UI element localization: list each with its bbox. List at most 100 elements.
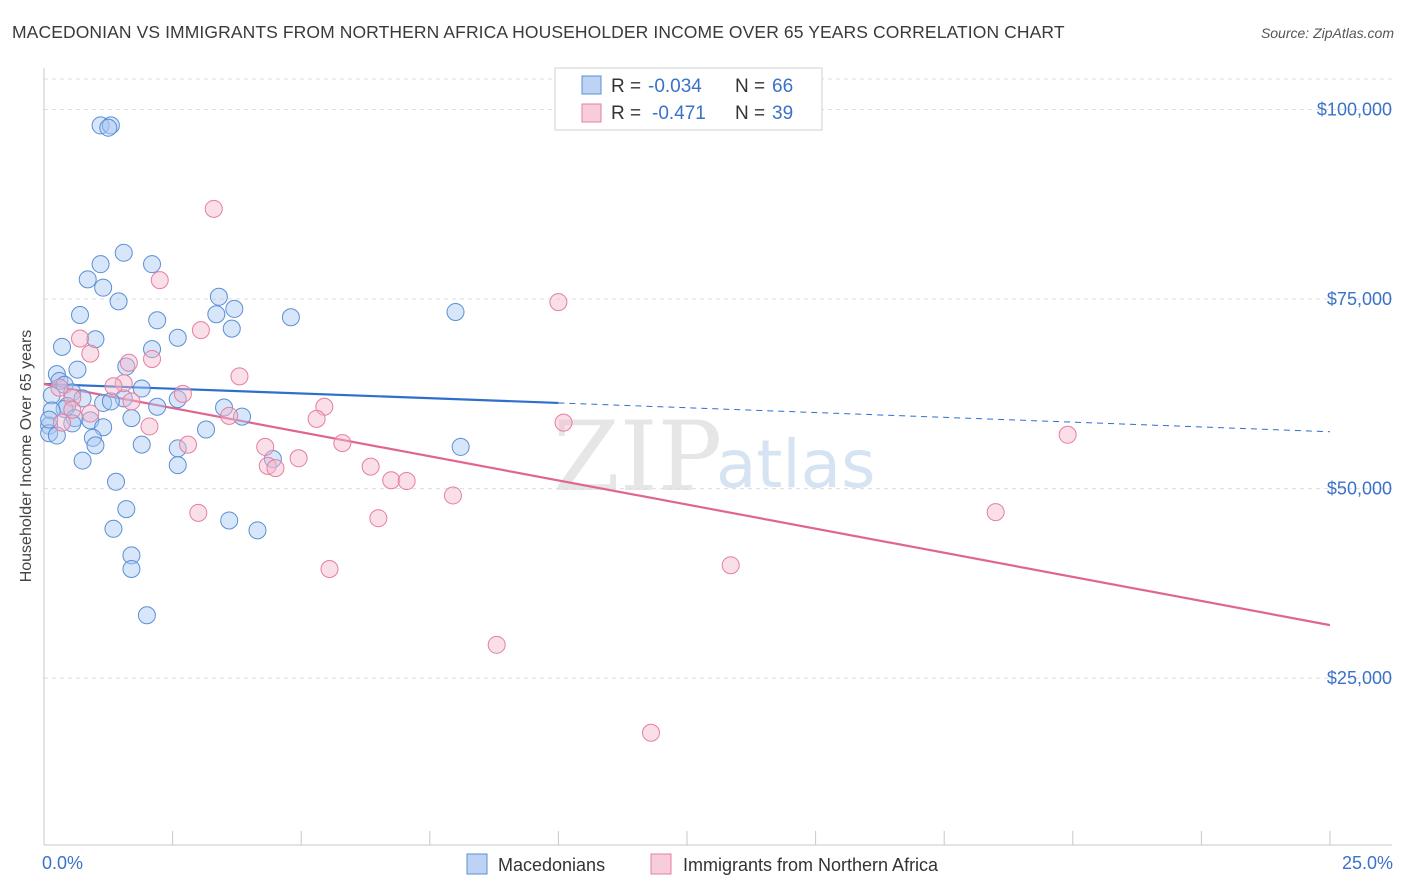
macedonians-point [148, 397, 167, 416]
immigrants-point [382, 471, 401, 490]
immigrants-point [189, 503, 208, 522]
macedonians-point [137, 606, 156, 625]
immigrants-point [53, 413, 72, 432]
legend-n-label-pink: N = [735, 103, 765, 124]
immigrants-point [721, 556, 740, 575]
immigrants-point [81, 344, 100, 363]
immigrants-point [191, 321, 210, 340]
macedonians-point [197, 420, 216, 439]
macedonians-point [248, 521, 267, 540]
macedonians-point [53, 337, 72, 356]
macedonians-point [220, 511, 239, 530]
immigrants-point [641, 723, 660, 742]
macedonians-point [281, 308, 300, 327]
bottom-legend-macedonians: Macedonians [498, 855, 605, 875]
macedonians-point [71, 305, 90, 324]
macedonians-point [209, 287, 228, 306]
macedonians-point [101, 116, 120, 135]
immigrants-point [104, 377, 123, 396]
macedonians-point [94, 278, 113, 297]
immigrants-point [307, 409, 326, 428]
macedonians-point [63, 414, 82, 433]
macedonians-point [143, 340, 162, 359]
immigrants-point [487, 635, 506, 654]
immigrants-point [320, 559, 339, 578]
immigrants-point [549, 293, 568, 312]
bottom-legend-immigrants: Immigrants from Northern Africa [683, 855, 939, 875]
immigrants-point [71, 329, 90, 348]
y-tick-label: $75,000 [1327, 289, 1392, 309]
macedonians-point [104, 519, 123, 538]
immigrants-point [114, 374, 133, 393]
immigrants-point [150, 271, 169, 290]
bottom-legend-swatch-macedonians [466, 853, 488, 875]
axes [43, 68, 1392, 846]
macedonians-point [109, 292, 128, 311]
tick-labels: $25,000 $50,000 $75,000 $100,000 0.0% 25.0% [42, 99, 1393, 873]
immigrants-point [1058, 425, 1077, 444]
macedonians-point [99, 118, 118, 137]
immigrants-point [369, 509, 388, 528]
macedonians-point [94, 393, 113, 412]
y-tick-label: $100,000 [1317, 99, 1392, 119]
immigrants-point [119, 353, 138, 372]
macedonians-point [168, 390, 187, 409]
macedonians-point [122, 546, 141, 565]
y-tick-label: $50,000 [1327, 479, 1392, 499]
macedonians-point [233, 407, 252, 426]
immigrants-point [179, 435, 198, 454]
immigrants-point [63, 400, 82, 419]
immigrants-points [50, 199, 1077, 742]
legend-r-label-pink: R = [611, 103, 641, 124]
macedonians-point [86, 330, 105, 349]
legend-n-label-blue: N = [735, 76, 765, 97]
legend-r-value-blue: -0.034 [648, 76, 702, 97]
immigrants-point [81, 404, 100, 423]
x-tick-label: 0.0% [42, 853, 83, 873]
macedonians-point [143, 255, 162, 274]
macedonians-point [68, 360, 87, 379]
macedonians-point [91, 255, 110, 274]
stats-legend: R = -0.034 N = 66 R = -0.471 N = 39 [554, 67, 823, 131]
macedonians-point [132, 435, 151, 454]
macedonians-point [42, 386, 61, 405]
bottom-legend-swatch-immigrants [650, 853, 672, 875]
macedonians-point [168, 456, 187, 475]
immigrants-point [220, 406, 239, 425]
watermark-atlas: atlas [716, 426, 876, 503]
x-tick-label: 25.0% [1342, 853, 1393, 873]
macedonians-point [86, 436, 105, 455]
immigrants-point [173, 384, 192, 403]
macedonians-point [446, 302, 465, 321]
immigrants-trend-line [43, 382, 1331, 627]
macedonians-point [222, 319, 241, 338]
macedonians-point [73, 451, 92, 470]
y-tick-label: $25,000 [1327, 668, 1392, 688]
macedonians-trend-extension [558, 402, 1331, 433]
macedonians-points [40, 116, 470, 625]
macedonians-point [168, 328, 187, 347]
macedonians-point [451, 437, 470, 456]
immigrants-point [554, 413, 573, 432]
legend-swatch-pink [581, 103, 602, 123]
immigrants-point [122, 392, 141, 411]
legend-n-value-blue: 66 [772, 76, 793, 97]
legend-r-label-blue: R = [611, 76, 641, 97]
macedonians-point [107, 472, 126, 491]
immigrants-point [50, 378, 69, 397]
bottom-legend: Macedonians Immigrants from Northern Afr… [466, 853, 939, 875]
immigrants-point [266, 459, 285, 478]
macedonians-point [122, 559, 141, 578]
macedonians-point [225, 299, 244, 318]
immigrants-point [140, 417, 159, 436]
immigrants-point [230, 367, 249, 386]
macedonians-point [117, 500, 136, 519]
macedonians-point [132, 379, 151, 398]
macedonians-point [148, 311, 167, 330]
macedonians-point [122, 409, 141, 428]
macedonians-point [73, 389, 92, 408]
immigrants-point [143, 349, 162, 368]
macedonians-point [78, 270, 97, 289]
watermark: ZIP atlas [553, 401, 876, 513]
